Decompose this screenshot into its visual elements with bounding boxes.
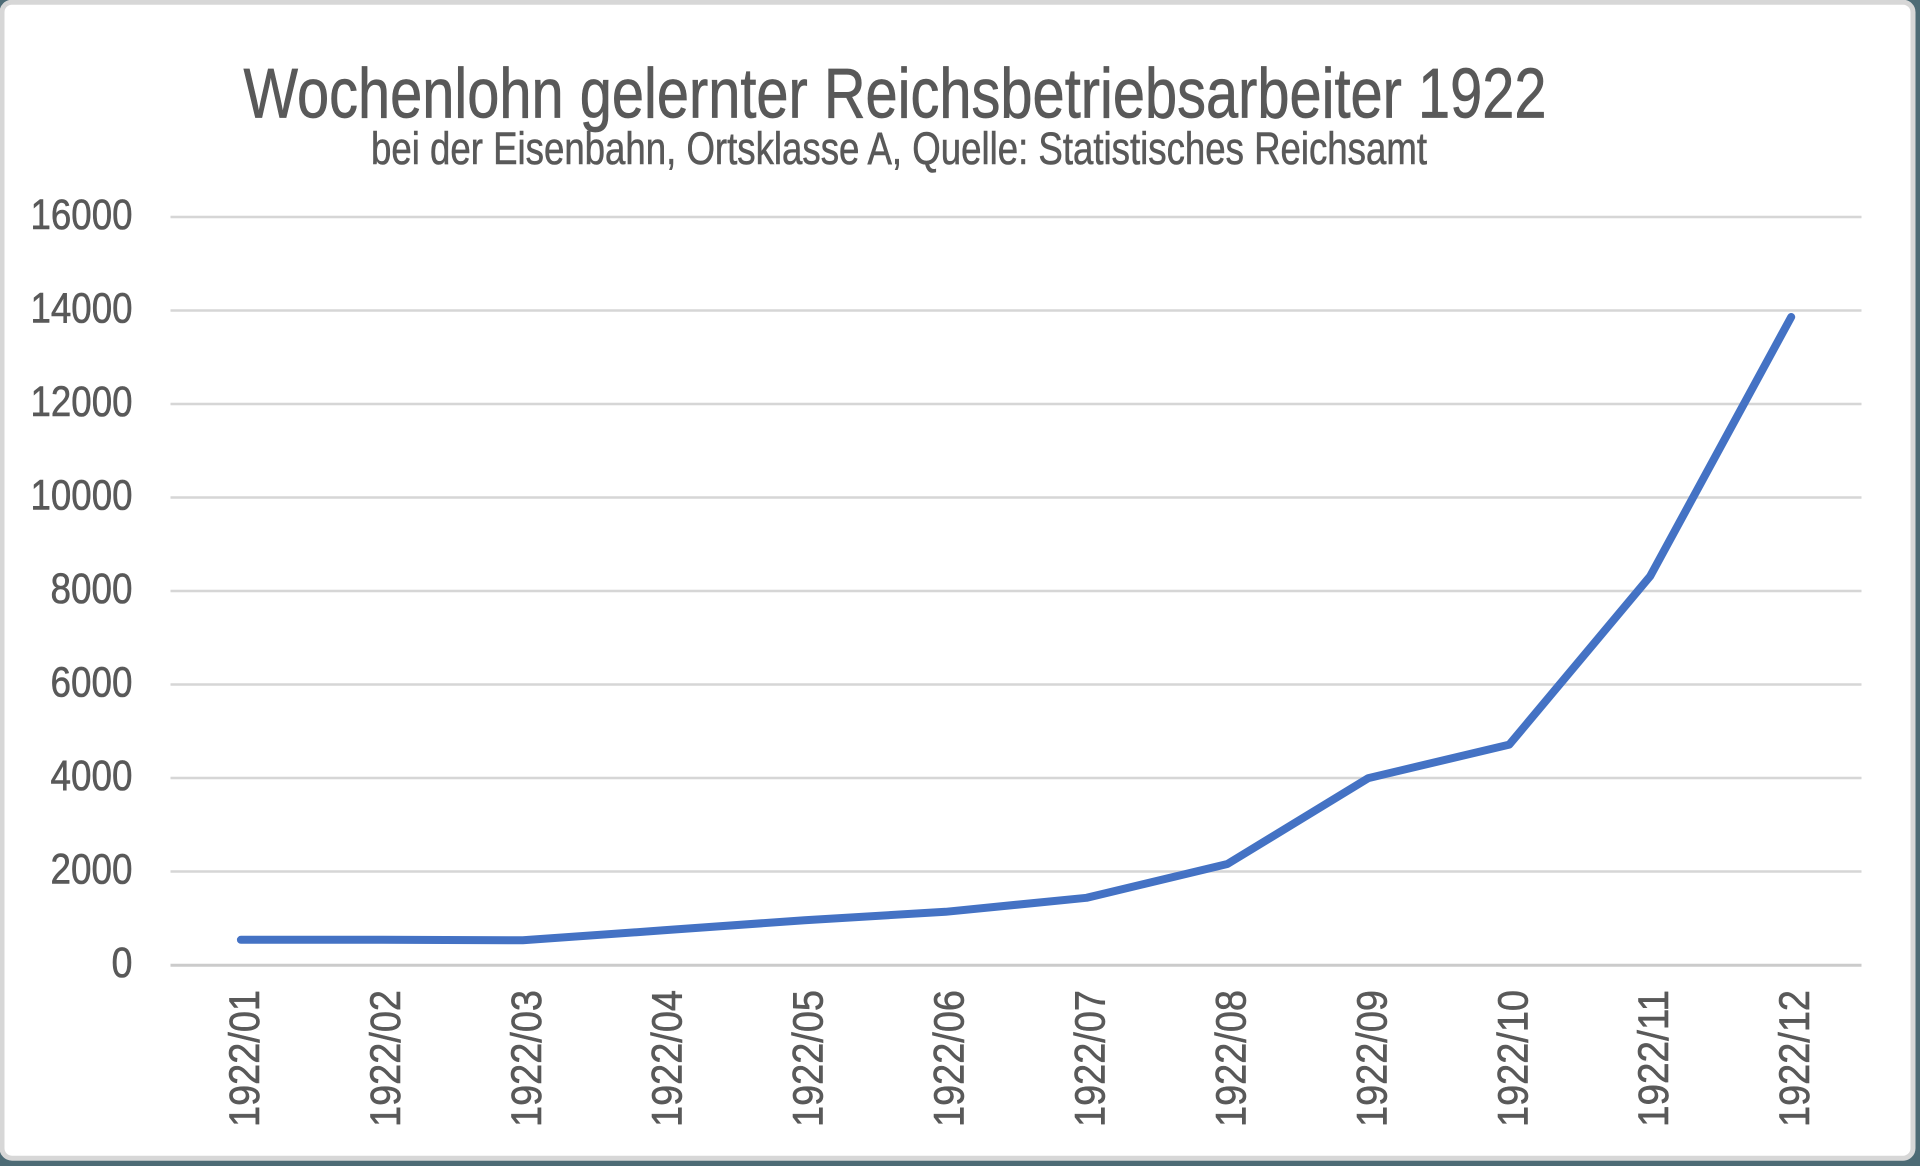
svg-text:1922/06: 1922/06 xyxy=(926,990,974,1127)
svg-text:1922/08: 1922/08 xyxy=(1207,990,1255,1127)
svg-text:0: 0 xyxy=(112,939,133,987)
svg-text:12000: 12000 xyxy=(31,378,133,426)
svg-text:4000: 4000 xyxy=(51,752,133,800)
svg-text:1922/05: 1922/05 xyxy=(785,990,833,1127)
svg-text:1922/11: 1922/11 xyxy=(1630,990,1678,1127)
svg-text:1922/07: 1922/07 xyxy=(1067,990,1115,1127)
svg-text:8000: 8000 xyxy=(51,565,133,613)
svg-text:10000: 10000 xyxy=(31,472,133,520)
svg-text:1922/10: 1922/10 xyxy=(1489,990,1537,1127)
svg-text:6000: 6000 xyxy=(51,659,133,707)
svg-text:1922/09: 1922/09 xyxy=(1348,990,1396,1127)
svg-text:2000: 2000 xyxy=(51,846,133,894)
svg-text:1922/12: 1922/12 xyxy=(1771,990,1819,1127)
svg-text:1922/04: 1922/04 xyxy=(644,990,692,1127)
svg-text:1922/02: 1922/02 xyxy=(362,990,410,1127)
svg-text:14000: 14000 xyxy=(31,285,133,333)
svg-text:bei der Eisenbahn, Ortsklasse: bei der Eisenbahn, Ortsklasse A, Quelle:… xyxy=(371,123,1427,174)
svg-text:1922/03: 1922/03 xyxy=(503,990,551,1127)
svg-text:16000: 16000 xyxy=(31,191,133,239)
svg-text:1922/01: 1922/01 xyxy=(221,990,269,1127)
svg-text:Wochenlohn gelernter Reichsbet: Wochenlohn gelernter Reichsbetriebsarbei… xyxy=(244,53,1547,132)
